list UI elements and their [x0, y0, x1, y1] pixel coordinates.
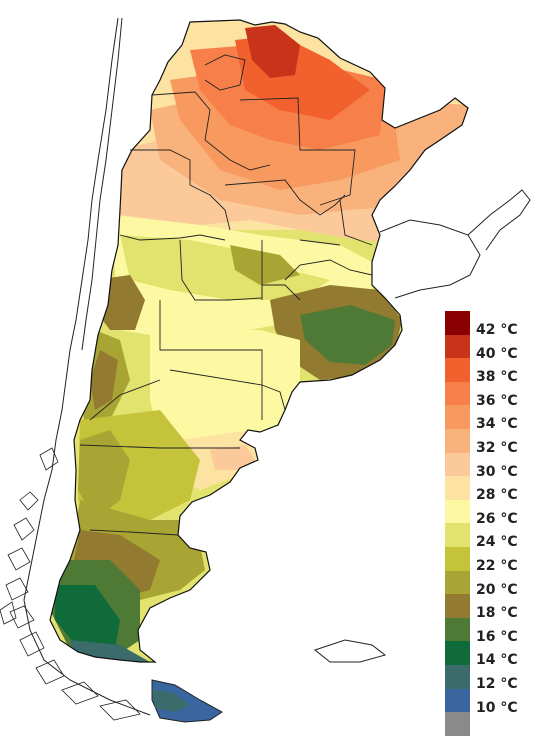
- legend-row: 40 °C: [445, 334, 525, 362]
- legend-row: 38 °C: [445, 358, 525, 386]
- legend-swatch: [445, 428, 470, 453]
- legend-label: 16 °C: [476, 628, 518, 645]
- legend-swatch: [445, 546, 470, 571]
- tierra-del-fuego: [151, 679, 223, 723]
- temperature-legend: 42 °C 40 °C 38 °C 36 °C 34 °C 32 °C 30 °C 28 °C…: [445, 311, 525, 736]
- legend-swatch: [445, 617, 470, 642]
- legend-row: 20 °C: [445, 570, 525, 598]
- legend-label: 20 °C: [476, 581, 518, 598]
- legend-row: 36 °C: [445, 381, 525, 409]
- legend-swatch: [445, 334, 470, 359]
- legend-label: 12 °C: [476, 675, 518, 692]
- legend-row: 42 °C: [445, 311, 525, 338]
- legend-label: 26 °C: [476, 510, 518, 527]
- legend-label: 14 °C: [476, 652, 518, 669]
- legend-row: 18 °C: [445, 594, 525, 622]
- legend-swatch: [445, 452, 470, 477]
- chile-islands: [0, 447, 141, 721]
- legend-row: 22 °C: [445, 546, 525, 574]
- legend-label: 38 °C: [476, 369, 518, 386]
- legend-row: [445, 712, 525, 736]
- legend-swatch: [445, 712, 470, 736]
- province-borders: [79, 54, 373, 536]
- legend-swatch: [445, 358, 470, 382]
- legend-label: 40 °C: [476, 345, 518, 362]
- legend-row: 10 °C: [445, 688, 525, 716]
- legend-swatch: [445, 476, 470, 500]
- legend-swatch: [445, 641, 470, 665]
- legend-label: 42 °C: [476, 322, 518, 338]
- legend-swatch: [445, 664, 470, 689]
- legend-swatch: [445, 499, 470, 524]
- legend-label: 10 °C: [476, 699, 518, 716]
- legend-row: 14 °C: [445, 641, 525, 669]
- legend-row: 24 °C: [445, 523, 525, 551]
- legend-swatch: [445, 405, 470, 429]
- legend-swatch: [445, 594, 470, 618]
- legend-row: 12 °C: [445, 664, 525, 692]
- legend-swatch: [445, 381, 470, 406]
- legend-row: 32 °C: [445, 428, 525, 456]
- legend-row: 34 °C: [445, 405, 525, 433]
- legend-swatch: [445, 570, 470, 595]
- legend-row: 26 °C: [445, 499, 525, 527]
- legend-label: 18 °C: [476, 605, 518, 622]
- legend-label: 32 °C: [476, 439, 518, 456]
- legend-swatch: [445, 311, 470, 335]
- legend-swatch: [445, 688, 470, 713]
- chile-outline: [23, 17, 151, 716]
- legend-row: 30 °C: [445, 452, 525, 480]
- neighbor-outlines: [313, 189, 531, 663]
- legend-row: 16 °C: [445, 617, 525, 645]
- legend-label: 28 °C: [476, 487, 518, 504]
- legend-row: 28 °C: [445, 476, 525, 504]
- legend-label: 36 °C: [476, 392, 518, 409]
- legend-label: 22 °C: [476, 557, 518, 574]
- argentina-border: [49, 19, 469, 663]
- legend-label: 34 °C: [476, 416, 518, 433]
- legend-label: 30 °C: [476, 463, 518, 480]
- legend-label: 24 °C: [476, 534, 518, 551]
- legend-swatch: [445, 523, 470, 547]
